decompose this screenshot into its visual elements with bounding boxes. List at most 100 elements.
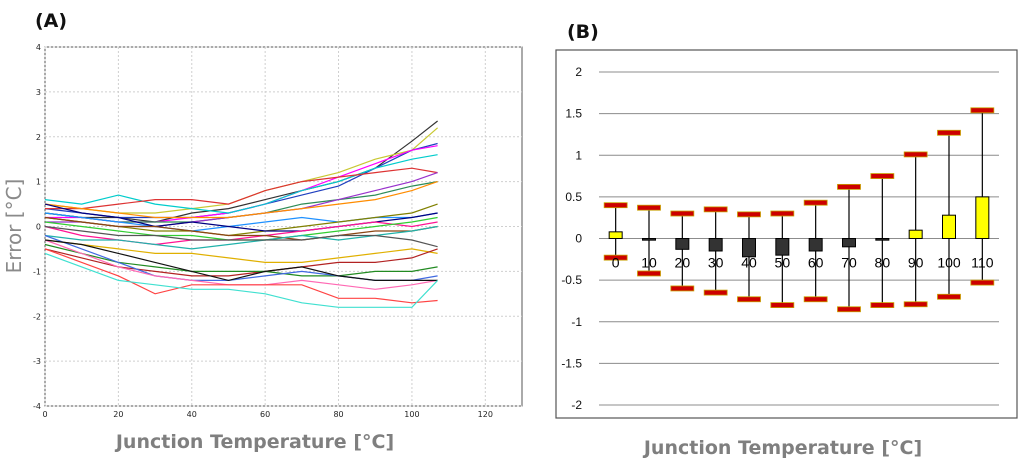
b-y-tick-label: -2 — [571, 398, 582, 412]
b-box-group-80 — [870, 173, 895, 309]
a-series-line-9 — [44, 212, 438, 232]
b-y-tick-label: -1.5 — [561, 356, 582, 370]
a-y-tick-label: 2 — [36, 133, 41, 142]
panel-b-boxes-group — [603, 107, 995, 313]
b-max-cap — [770, 210, 795, 217]
b-category-label: 110 — [971, 255, 994, 271]
panel-b-label: (B) — [567, 21, 599, 43]
a-y-tick-label: 0 — [36, 223, 41, 232]
b-median-box — [842, 238, 856, 248]
b-max-cap — [870, 173, 895, 179]
b-min-cap — [703, 289, 728, 296]
a-series-line-0 — [44, 120, 438, 223]
a-y-tick-label: -3 — [33, 357, 41, 366]
b-box-group-60 — [803, 199, 828, 303]
b-median-box — [675, 238, 690, 250]
panel-b-grid — [599, 71, 999, 406]
b-box-group-10 — [637, 204, 661, 277]
b-max-cap — [970, 107, 995, 114]
b-median-box — [608, 231, 623, 239]
a-y-tick-label: -1 — [33, 267, 41, 276]
a-x-tick-label: 20 — [113, 410, 123, 419]
a-x-tick-label: 60 — [260, 410, 270, 419]
b-min-cap — [937, 293, 961, 300]
b-max-cap — [903, 151, 928, 158]
b-min-cap — [837, 306, 861, 313]
b-max-cap — [603, 202, 628, 209]
b-category-label: 10 — [641, 255, 657, 271]
b-min-cap — [603, 254, 628, 261]
a-series-line-18 — [44, 248, 438, 277]
b-min-cap — [870, 302, 895, 309]
a-series-line-11 — [44, 203, 438, 232]
a-y-tick-label: 3 — [36, 88, 41, 97]
a-series-line-8 — [44, 181, 438, 219]
panel-b-tick-labels: -2-1.5-1-0.500.511.520 10 20 30 40 50 60 70 80 90… — [561, 65, 993, 412]
b-max-cap — [737, 211, 761, 218]
b-min-cap — [670, 285, 695, 292]
a-y-tick-label: 4 — [36, 43, 41, 52]
a-series-line-14 — [44, 216, 438, 241]
a-x-tick-label: 120 — [478, 410, 493, 419]
b-y-tick-label: 0.5 — [565, 190, 582, 204]
b-category-label: 60 — [808, 255, 824, 271]
a-series-line-24 — [44, 252, 439, 308]
b-box-group-110 — [970, 107, 995, 286]
b-median-box — [908, 229, 923, 240]
a-series-line-16 — [44, 225, 438, 248]
a-series-line-22 — [44, 239, 438, 282]
b-median-box — [642, 238, 656, 241]
b-min-cap — [803, 296, 828, 303]
b-y-tick-label: 0 — [575, 232, 582, 246]
b-category-label: 90 — [908, 255, 924, 271]
b-median-box — [708, 238, 723, 252]
a-x-tick-label: 0 — [42, 410, 47, 419]
b-box-group-50 — [770, 210, 795, 309]
a-x-tick-label: 100 — [404, 410, 419, 419]
b-min-cap — [970, 279, 995, 286]
b-category-label: 40 — [741, 255, 757, 271]
a-series-line-15 — [44, 225, 438, 250]
b-median-box — [808, 238, 823, 252]
b-median-box — [975, 196, 990, 239]
b-max-cap — [837, 183, 861, 190]
b-box-group-100 — [937, 129, 961, 300]
b-min-cap — [637, 270, 661, 277]
b-max-cap — [670, 210, 695, 217]
b-box-group-30 — [703, 206, 728, 296]
a-x-tick-label: 80 — [333, 410, 343, 419]
b-box-group-40 — [737, 211, 761, 303]
a-series-line-23 — [44, 248, 438, 304]
b-median-box — [742, 238, 756, 258]
panel-a-y-axis-label: Error [°C] — [2, 179, 26, 274]
b-max-cap — [703, 206, 728, 213]
b-box-group-70 — [837, 183, 861, 313]
b-max-cap — [937, 129, 961, 136]
a-series-line-5 — [45, 167, 438, 210]
b-category-label: 80 — [875, 255, 891, 271]
b-category-label: 50 — [775, 255, 791, 271]
b-y-tick-label: 1 — [575, 148, 582, 162]
panel-b-frame — [555, 49, 1018, 419]
a-x-tick-label: 40 — [187, 410, 197, 419]
b-category-label: 100 — [937, 255, 961, 271]
panel-b-x-axis-label: Junction Temperature [°C] — [642, 437, 922, 459]
b-y-tick-label: -0.5 — [561, 273, 582, 287]
b-y-tick-label: -1 — [571, 315, 582, 329]
a-y-tick-label: -2 — [33, 312, 41, 321]
panel-a-grid — [44, 46, 522, 407]
b-median-box — [942, 214, 956, 240]
b-category-label: 0 — [612, 255, 620, 271]
b-box-group-20 — [670, 210, 695, 292]
b-box-group-0 — [603, 202, 628, 261]
b-min-cap — [770, 302, 795, 309]
b-min-cap — [737, 296, 761, 303]
b-max-cap — [637, 204, 661, 211]
b-category-label: 20 — [675, 255, 691, 271]
b-median-box — [775, 238, 790, 256]
b-box-group-90 — [903, 151, 928, 308]
b-category-label: 70 — [841, 255, 857, 271]
b-min-cap — [903, 301, 928, 308]
a-series-line-12 — [44, 221, 438, 246]
